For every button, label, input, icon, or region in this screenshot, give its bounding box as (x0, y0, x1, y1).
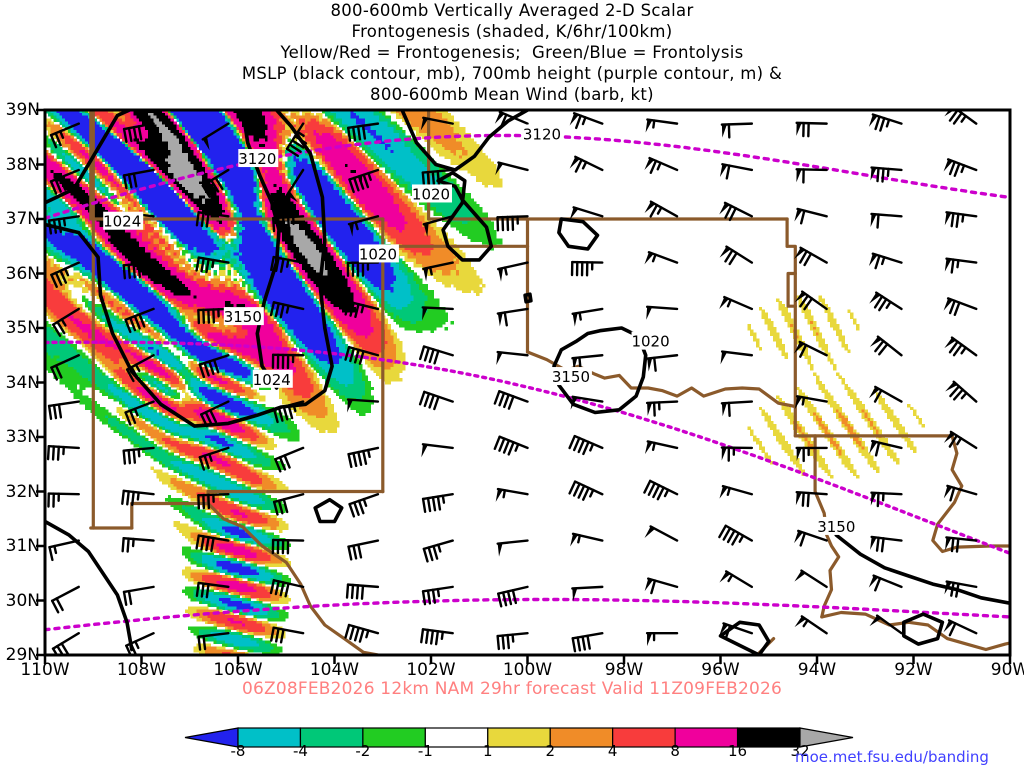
colorbar-tick-8: 8 (670, 742, 680, 760)
colorbar-tick-16: 16 (728, 742, 748, 760)
lat-tick-36N: 36N (5, 263, 40, 284)
lat-tick-31N: 31N (5, 536, 40, 556)
lat-tick-32N: 32N (5, 481, 40, 502)
state-borders (89, 110, 1010, 655)
title-line-1: 800-600mb Vertically Averaged 2-D Scalar (330, 1, 694, 20)
chart-title-block: 800-600mb Vertically Averaged 2-D Scalar… (0, 0, 1024, 105)
lon-tick-104W: 104W (309, 660, 360, 680)
title-line-5: 800-600mb Mean Wind (barb, kt) (370, 85, 654, 104)
title-line-4: MSLP (black contour, mb), 700mb height (… (241, 64, 783, 83)
lat-tick-39N: 39N (5, 100, 40, 120)
lon-tick-98W: 98W (604, 660, 644, 680)
colorbar-tick-32: 32 (790, 742, 810, 760)
lat-tick-33N: 33N (5, 427, 40, 447)
axis-ticks (36, 108, 1012, 664)
colorbar-tick-neg2: -2 (355, 742, 371, 760)
lon-tick-94W: 94W (797, 660, 837, 680)
wind-barbs (46, 110, 978, 655)
colorbar-tick-neg1: -1 (417, 742, 433, 760)
title-line-3: Yellow/Red = Frontogenesis; Green/Blue =… (280, 43, 744, 62)
lat-tick-38N: 38N (5, 154, 40, 175)
lat-tick-30N: 30N (5, 590, 40, 611)
source-url: moe.met.fsu.edu/banding (795, 748, 989, 766)
colorbar-tick-1: 1 (482, 742, 493, 760)
lon-tick-90W: 90W (990, 660, 1024, 680)
lon-tick-92W: 92W (894, 660, 933, 680)
lon-tick-106W: 106W (213, 660, 263, 680)
lon-tick-108W: 108W (116, 660, 167, 680)
lon-tick-102W: 102W (406, 660, 456, 680)
lon-tick-96W: 96W (701, 660, 740, 680)
title-line-2: Frontogenesis (shaded, K/6hr/100km) (351, 22, 673, 41)
lat-tick-29N: 29N (5, 645, 40, 665)
colorbar: -8 -4 -2 -1 1 2 4 8 16 32 (0, 724, 1024, 768)
colorbar-tick-neg8: -8 (230, 742, 246, 760)
colorbar-swatches (184, 727, 854, 748)
colorbar-tick-neg4: -4 (292, 742, 308, 760)
lon-tick-100W: 100W (502, 660, 553, 680)
lat-tick-35N: 35N (5, 318, 40, 338)
colorbar-tick-2: 2 (545, 742, 555, 760)
colorbar-tick-4: 4 (607, 742, 618, 760)
lat-tick-37N: 37N (5, 209, 40, 229)
forecast-caption: 06Z08FEB2026 12km NAM 29hr forecast Vali… (241, 679, 783, 699)
lat-tick-34N: 34N (5, 372, 40, 393)
lon-tick-110W: 110W (20, 660, 70, 680)
